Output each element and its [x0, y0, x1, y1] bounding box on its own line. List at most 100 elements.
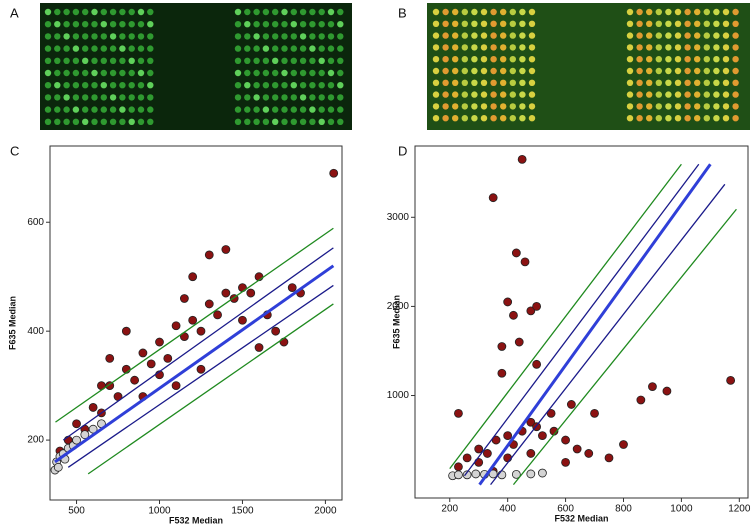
- spot: [674, 79, 682, 87]
- spot: [626, 79, 634, 87]
- point: [179, 294, 189, 303]
- point: [488, 469, 498, 479]
- point: [254, 343, 264, 352]
- spot: [272, 57, 279, 64]
- spot: [655, 44, 662, 51]
- spot: [528, 8, 536, 16]
- spot: [119, 33, 126, 40]
- spot: [452, 67, 459, 75]
- spots: [432, 8, 739, 122]
- spot: [722, 79, 730, 87]
- spot: [82, 57, 89, 64]
- spot: [703, 56, 710, 63]
- spot: [461, 103, 468, 110]
- spot: [703, 79, 710, 87]
- spot: [684, 91, 691, 98]
- spot: [72, 69, 80, 77]
- spot: [147, 94, 154, 101]
- spot: [309, 45, 316, 52]
- point: [497, 470, 507, 480]
- spot: [471, 67, 478, 75]
- spot: [528, 79, 536, 87]
- y-axis-label: F635 Median: [7, 296, 17, 350]
- spot: [722, 8, 730, 16]
- spot: [137, 57, 145, 64]
- spot: [234, 82, 242, 89]
- spot: [290, 33, 297, 40]
- spot: [272, 33, 279, 40]
- spot: [337, 69, 344, 77]
- point: [648, 382, 657, 392]
- spot: [290, 94, 297, 101]
- spot: [234, 21, 242, 28]
- spot: [137, 8, 145, 16]
- spot: [44, 82, 52, 89]
- spot: [147, 33, 154, 40]
- spot: [519, 32, 526, 39]
- spot: [694, 67, 701, 75]
- spot: [281, 33, 288, 40]
- spot: [54, 45, 61, 52]
- spot: [299, 118, 307, 126]
- spot: [91, 106, 98, 113]
- spot: [519, 56, 526, 63]
- spot: [646, 44, 653, 51]
- spot: [636, 79, 643, 87]
- spot: [82, 45, 89, 52]
- spot: [519, 44, 526, 51]
- point: [146, 359, 156, 369]
- fit-line: [490, 183, 726, 486]
- spot: [281, 45, 288, 52]
- spot: [626, 115, 634, 122]
- spot: [109, 8, 117, 16]
- spot: [480, 8, 488, 16]
- spot: [713, 103, 720, 110]
- spot: [655, 115, 662, 122]
- spot: [480, 20, 488, 27]
- spot: [299, 94, 307, 101]
- spot: [519, 67, 526, 75]
- spot: [703, 67, 710, 75]
- point: [636, 395, 646, 405]
- spot: [461, 32, 468, 39]
- spot: [100, 106, 108, 113]
- spot: [655, 20, 662, 27]
- spot: [646, 67, 653, 75]
- spot: [54, 21, 61, 28]
- spot: [452, 91, 459, 98]
- spot: [100, 21, 108, 28]
- spot: [100, 33, 108, 40]
- spot: [253, 33, 260, 40]
- spot: [309, 57, 316, 64]
- spot: [713, 79, 720, 87]
- spot: [703, 103, 710, 110]
- spot: [694, 115, 701, 122]
- spot: [100, 45, 108, 52]
- spot: [509, 91, 516, 98]
- spot: [722, 20, 730, 27]
- spot: [471, 56, 478, 63]
- spot: [91, 57, 98, 64]
- spot: [100, 69, 108, 77]
- spot: [636, 56, 643, 63]
- y-tick-label: 200: [27, 435, 44, 446]
- fit-line: [478, 163, 712, 486]
- spot: [500, 115, 507, 122]
- spot: [309, 21, 316, 28]
- spot: [109, 82, 117, 89]
- spot: [91, 82, 98, 89]
- spot: [703, 115, 710, 122]
- spot: [452, 115, 459, 122]
- point: [105, 353, 115, 363]
- spot: [318, 94, 325, 101]
- spot: [519, 115, 526, 122]
- spot: [109, 45, 117, 52]
- spot: [528, 67, 536, 75]
- spot: [63, 118, 70, 126]
- spot: [528, 44, 536, 51]
- fit-line: [54, 264, 335, 464]
- spot: [119, 8, 126, 16]
- point: [72, 435, 81, 445]
- spot: [471, 44, 478, 51]
